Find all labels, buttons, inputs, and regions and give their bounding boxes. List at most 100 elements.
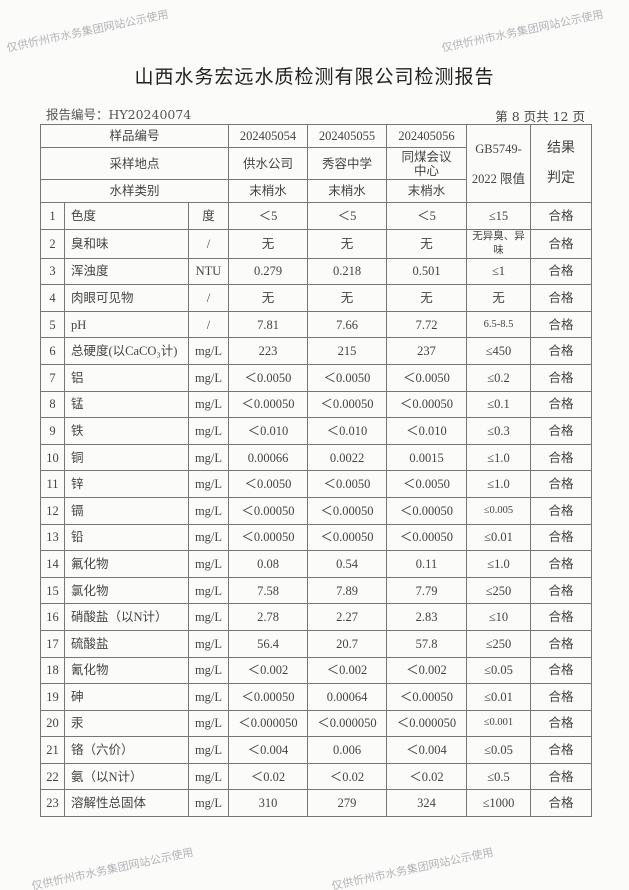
row-number: 16 [40, 603, 65, 631]
result-value: 合格 [530, 762, 592, 791]
sample-no: 202405055 [307, 124, 387, 148]
sample-value: 0.54 [307, 550, 387, 578]
row-number: 10 [40, 443, 65, 472]
parameter-name: 锰 [64, 390, 189, 419]
sample-value: ＜0.000050 [228, 709, 308, 738]
sample-value: 7.81 [228, 310, 308, 339]
sample-value: 279 [307, 789, 387, 818]
result-value: 合格 [530, 470, 592, 498]
sample-value: 223 [228, 337, 308, 365]
result-value: 合格 [530, 523, 592, 552]
sample-value: ＜0.02 [228, 762, 308, 791]
result-value: 合格 [530, 550, 592, 578]
sample-value: ＜5 [386, 202, 467, 230]
sample-value: 7.66 [307, 310, 387, 339]
sample-value: 0.08 [228, 550, 308, 578]
sample-value: ＜0.00050 [228, 523, 308, 552]
table-row: 15 氯化物 mg/L 7.58 7.89 7.79 ≤250 合格 [40, 576, 592, 605]
report-number: 报告编号：HY20240074 [46, 107, 192, 122]
row-number: 11 [40, 470, 65, 498]
sample-value: 无 [307, 284, 387, 312]
limit-value: ≤0.5 [466, 762, 531, 791]
result-value: 合格 [530, 656, 592, 685]
sample-value: ＜0.004 [386, 736, 467, 764]
unit: NTU [188, 257, 229, 286]
result-value: 合格 [530, 496, 592, 525]
table-row: 14 氟化物 mg/L 0.08 0.54 0.11 ≤1.0 合格 [40, 550, 592, 578]
limit-value: ≤250 [466, 576, 531, 605]
sample-value: 324 [386, 789, 467, 818]
sample-value: ＜0.00050 [307, 523, 387, 552]
sample-location: 同煤会议中心 [386, 147, 467, 180]
sample-value: ＜0.004 [228, 736, 308, 764]
unit: mg/L [188, 470, 229, 498]
result-value: 合格 [530, 629, 592, 658]
sample-value: 无 [228, 228, 308, 259]
unit: mg/L [188, 337, 229, 365]
sample-value: ＜0.0050 [386, 363, 467, 392]
unit: mg/L [188, 576, 229, 605]
row-number: 23 [40, 789, 65, 818]
sample-value: 无 [228, 284, 308, 312]
table-row: 5 pH/7.81 7.66 7.72 6.5-8.5 合格 [40, 310, 592, 339]
sample-location: 供水公司 [228, 147, 308, 180]
parameter-name: 铅 [64, 523, 189, 552]
sample-value: ＜0.0050 [386, 470, 467, 498]
limit-value: ≤1.0 [466, 443, 531, 472]
table-row: 9 铁 mg/L ＜0.010 ＜0.010 ＜0.010 ≤0.3 合格 [40, 417, 592, 445]
sample-value: 57.8 [386, 629, 467, 658]
row-number: 18 [40, 656, 65, 685]
parameter-name: 锌 [64, 470, 189, 498]
sample-value: 237 [386, 337, 467, 365]
limit-value: 无异臭、异味 [466, 228, 531, 259]
parameter-name: 氨（以N计） [64, 762, 189, 791]
sample-value: 20.7 [307, 629, 387, 658]
table-row: 16 硝酸盐（以N计） mg/L 2.78 2.27 2.83 ≤10 合格 [40, 603, 592, 631]
limit-value: 6.5-8.5 [466, 310, 531, 339]
row-number: 20 [40, 709, 65, 738]
row-number: 9 [40, 417, 65, 445]
unit: mg/L [188, 443, 229, 472]
parameter-name: 铜 [64, 443, 189, 472]
unit: mg/L [188, 656, 229, 685]
table-row: 7 铝 mg/L ＜0.0050 ＜0.0050 ＜0.0050 ≤0.2 合格 [40, 363, 592, 392]
parameter-name: 氟化物 [64, 550, 189, 578]
sample-value: 215 [307, 337, 387, 365]
sample-value: 0.0022 [307, 443, 387, 472]
limit-value: ≤0.2 [466, 363, 531, 392]
sample-value: 2.27 [307, 603, 387, 631]
parameter-name: 总硬度(以CaCO₃计) [64, 337, 189, 365]
unit: mg/L [188, 390, 229, 419]
sample-value: ＜0.000050 [386, 709, 467, 738]
unit: / [188, 284, 229, 312]
result-value: 合格 [530, 337, 592, 365]
row-number: 15 [40, 576, 65, 605]
table-row: 21 铬（六价） mg/L ＜0.004 0.006 ＜0.004 ≤0.05 合格 [40, 736, 592, 764]
row-number: 17 [40, 629, 65, 658]
result-header: 结果判定 [530, 124, 592, 203]
table-row: 1 色度度＜5 ＜5 ＜5 ≤15 合格 [40, 202, 592, 230]
limit-value: ≤250 [466, 629, 531, 658]
table-row: 19 砷 mg/L ＜0.00050 0.00064 ＜0.00050 ≤0.01 合格 [40, 683, 592, 711]
result-value: 合格 [530, 202, 592, 230]
sample-value: ＜0.0050 [307, 363, 387, 392]
sample-value: ＜5 [228, 202, 308, 230]
sample-value: ＜0.00050 [386, 496, 467, 525]
type-label: 水样类别 [40, 179, 229, 203]
row-number: 13 [40, 523, 65, 552]
result-value: 合格 [530, 390, 592, 419]
row-number: 21 [40, 736, 65, 764]
sample-value: 2.78 [228, 603, 308, 631]
header-row-location: 采样地点 供水公司 秀容中学 同煤会议中心 [40, 147, 592, 180]
limit-value: ≤0.01 [466, 523, 531, 552]
sample-value: 7.79 [386, 576, 467, 605]
parameter-name: 铁 [64, 417, 189, 445]
parameter-name: 肉眼可见物 [64, 284, 189, 312]
row-number: 7 [40, 363, 65, 392]
row-number: 5 [40, 310, 65, 339]
unit: mg/L [188, 603, 229, 631]
sample-value: 7.89 [307, 576, 387, 605]
sample-type: 末梢水 [228, 179, 308, 203]
unit: mg/L [188, 523, 229, 552]
unit: mg/L [188, 683, 229, 711]
